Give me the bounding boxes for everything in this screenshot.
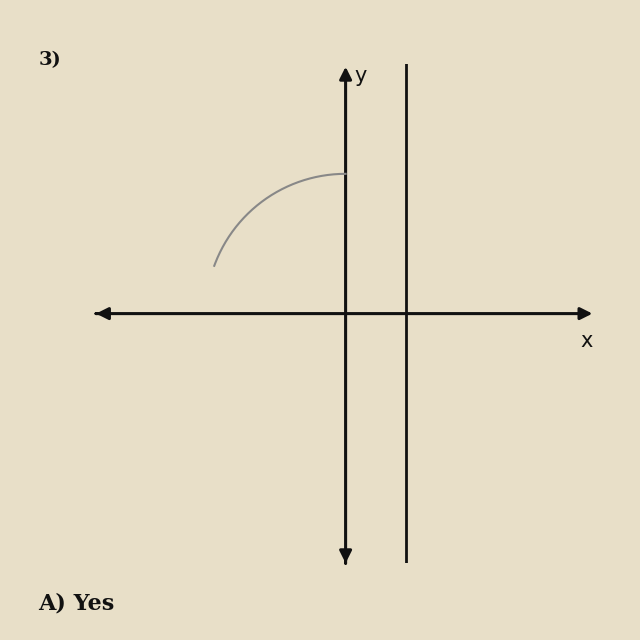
Text: y: y	[355, 67, 367, 86]
Text: A) Yes: A) Yes	[38, 593, 115, 614]
Text: x: x	[580, 331, 593, 351]
Text: 3): 3)	[38, 51, 61, 69]
